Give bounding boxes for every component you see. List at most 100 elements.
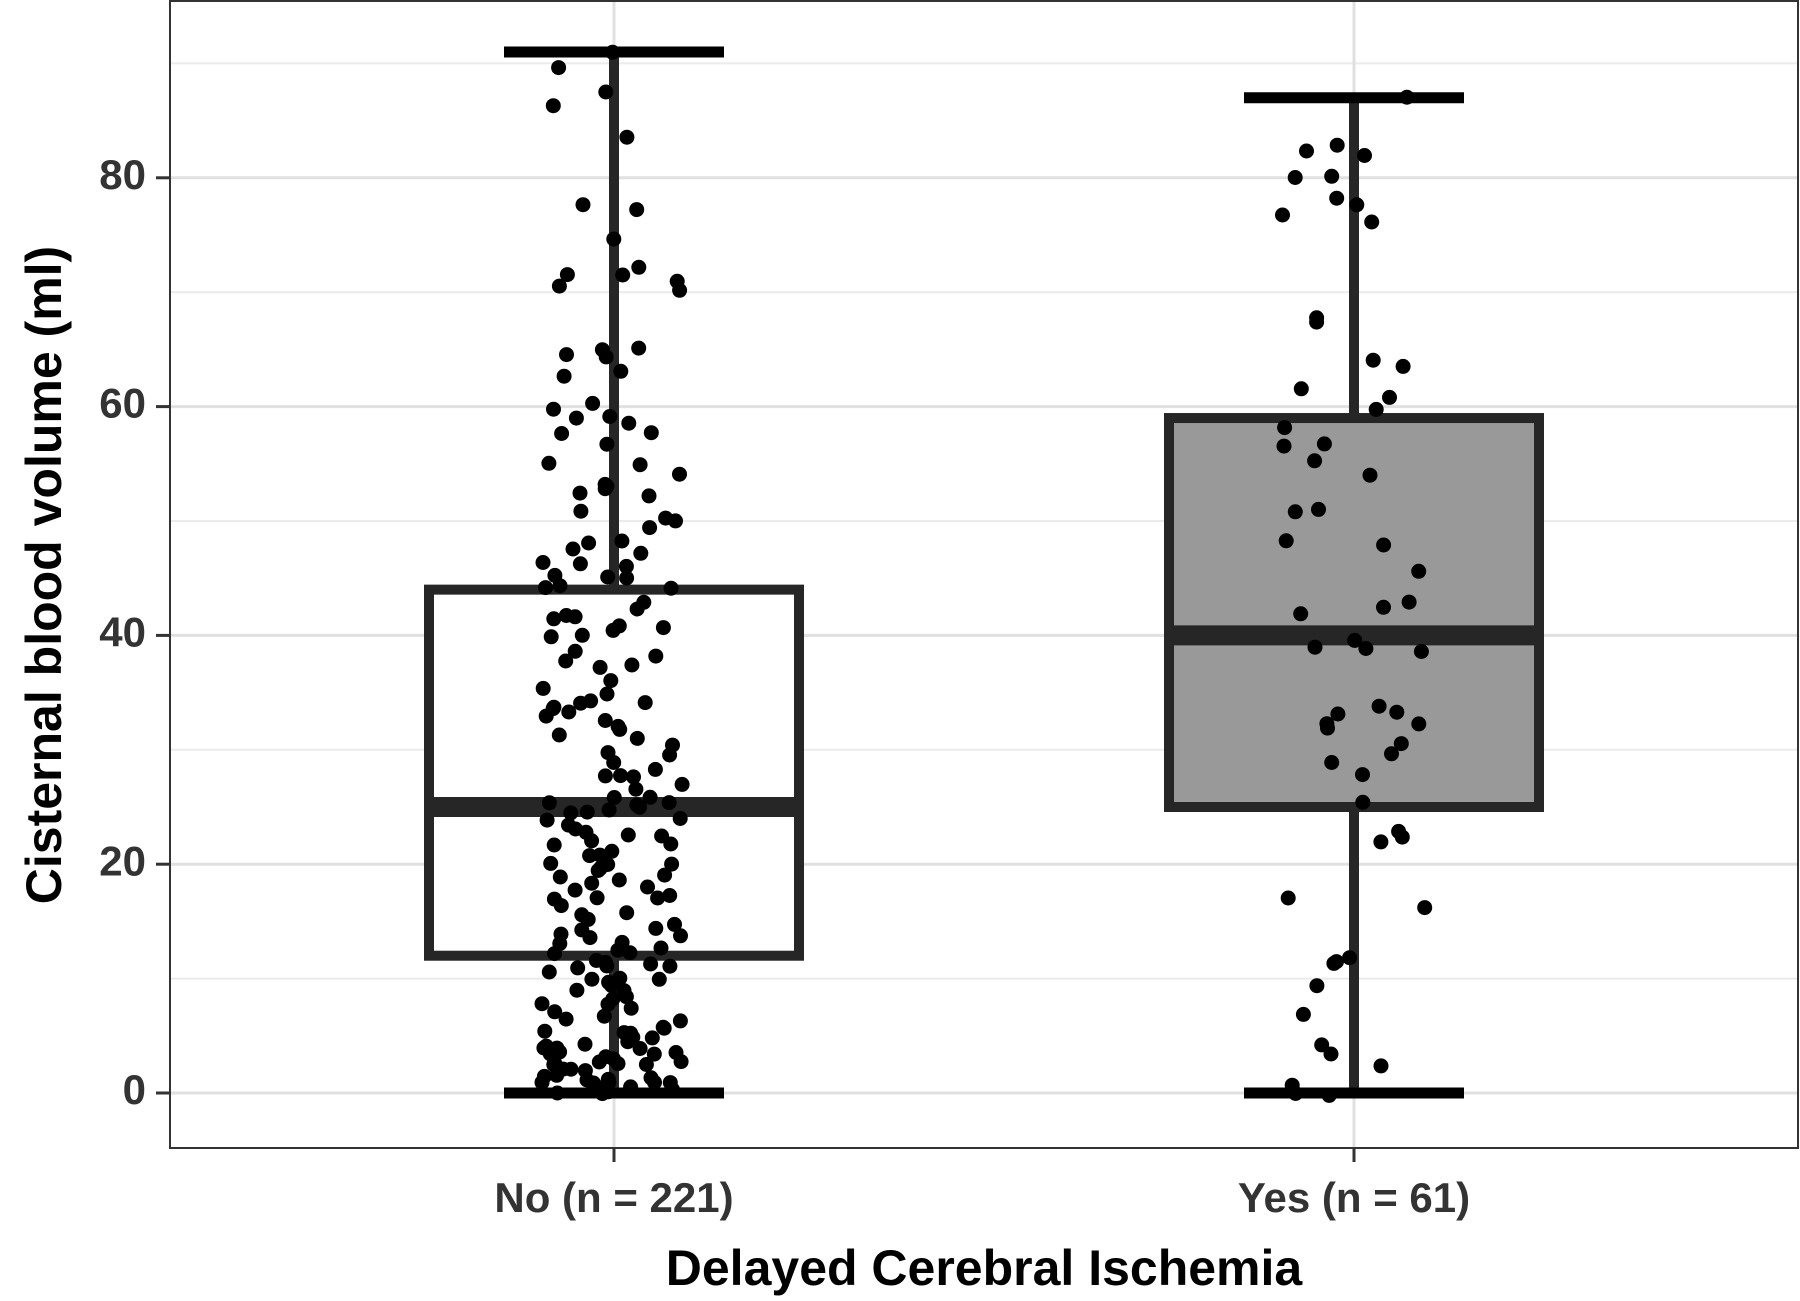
- data-point: [581, 535, 597, 551]
- data-point: [642, 520, 658, 536]
- data-point: [1329, 190, 1345, 206]
- data-point: [570, 960, 586, 976]
- data-point: [641, 488, 657, 504]
- data-point: [535, 555, 551, 570]
- data-point: [584, 875, 600, 891]
- data-point: [1320, 720, 1335, 736]
- data-point: [551, 727, 567, 743]
- data-point: [629, 202, 645, 218]
- data-point: [596, 1079, 612, 1095]
- panel-border: [169, 0, 1799, 1149]
- data-point: [1373, 1058, 1389, 1074]
- data-point: [632, 799, 647, 815]
- data-point: [610, 1056, 626, 1072]
- data-point: [546, 611, 562, 627]
- data-point: [663, 580, 679, 596]
- data-point: [545, 98, 561, 114]
- data-point: [604, 843, 620, 859]
- data-point: [1276, 438, 1292, 454]
- data-point: [547, 1004, 563, 1020]
- x-axis-title: Delayed Cerebral Ischemia: [666, 1240, 1304, 1296]
- data-point: [577, 1036, 593, 1052]
- data-point: [611, 872, 627, 888]
- x-tick-label: No (n = 221): [494, 1174, 733, 1221]
- data-point: [624, 657, 640, 673]
- data-point: [644, 1030, 660, 1046]
- data-point: [1373, 834, 1389, 850]
- data-point: [640, 879, 655, 895]
- data-point: [618, 558, 634, 574]
- data-point: [619, 570, 635, 586]
- data-point: [655, 620, 671, 636]
- data-point: [610, 718, 626, 734]
- data-point: [1411, 563, 1427, 579]
- data-point: [1275, 207, 1290, 223]
- data-point: [620, 1034, 636, 1050]
- data-point: [1364, 214, 1380, 230]
- data-point: [574, 627, 590, 643]
- data-point: [1330, 706, 1346, 722]
- data-point: [536, 1068, 552, 1084]
- data-point: [556, 368, 572, 384]
- data-point: [1307, 639, 1323, 655]
- data-point: [1323, 1046, 1339, 1062]
- data-point: [632, 457, 648, 473]
- data-point: [534, 996, 550, 1012]
- data-point: [638, 1057, 654, 1072]
- data-point: [569, 982, 585, 998]
- jitter-points: [534, 44, 1433, 1103]
- data-point: [572, 556, 588, 572]
- data-point: [604, 978, 619, 993]
- data-point: [598, 84, 614, 100]
- data-point: [598, 349, 614, 365]
- data-point: [584, 833, 600, 849]
- data-point: [585, 395, 601, 411]
- data-point: [552, 578, 568, 594]
- data-point: [614, 533, 630, 549]
- data-point: [1376, 599, 1391, 615]
- data-point: [622, 945, 638, 961]
- data-point: [549, 1067, 565, 1083]
- data-point: [1324, 168, 1340, 184]
- data-point: [577, 1063, 593, 1079]
- data-point: [1394, 829, 1410, 845]
- data-point: [541, 455, 557, 471]
- data-point: [549, 1085, 565, 1101]
- data-point: [618, 989, 634, 1005]
- data-point: [1299, 143, 1314, 159]
- data-point: [619, 905, 635, 921]
- x-tick-label: Yes (n = 61): [1238, 1174, 1470, 1221]
- data-point: [668, 1045, 684, 1060]
- data-point: [1362, 467, 1378, 483]
- data-point: [651, 971, 667, 987]
- data-point: [1293, 381, 1309, 397]
- data-point: [662, 958, 678, 974]
- y-tick-label: 80: [99, 151, 146, 198]
- data-point: [554, 426, 570, 441]
- data-point: [538, 1038, 554, 1054]
- data-point: [538, 708, 554, 724]
- data-point: [598, 954, 613, 970]
- data-point: [1314, 1037, 1330, 1053]
- data-point: [1278, 533, 1294, 549]
- y-tick-label: 60: [99, 380, 146, 427]
- data-point: [597, 768, 613, 784]
- data-point: [1395, 358, 1411, 374]
- data-point: [1411, 716, 1427, 732]
- data-point: [1288, 1086, 1304, 1101]
- data-point: [1321, 1087, 1337, 1103]
- data-point: [606, 790, 622, 805]
- data-point: [1329, 137, 1345, 153]
- data-point: [584, 971, 600, 987]
- data-point: [613, 363, 629, 379]
- data-point: [637, 695, 653, 711]
- data-point: [606, 755, 622, 770]
- data-point: [673, 928, 688, 944]
- data-point: [592, 659, 608, 675]
- data-point: [551, 278, 567, 294]
- data-point: [1355, 767, 1370, 783]
- data-point: [1389, 704, 1405, 720]
- data-point: [553, 898, 569, 914]
- data-point: [626, 769, 641, 785]
